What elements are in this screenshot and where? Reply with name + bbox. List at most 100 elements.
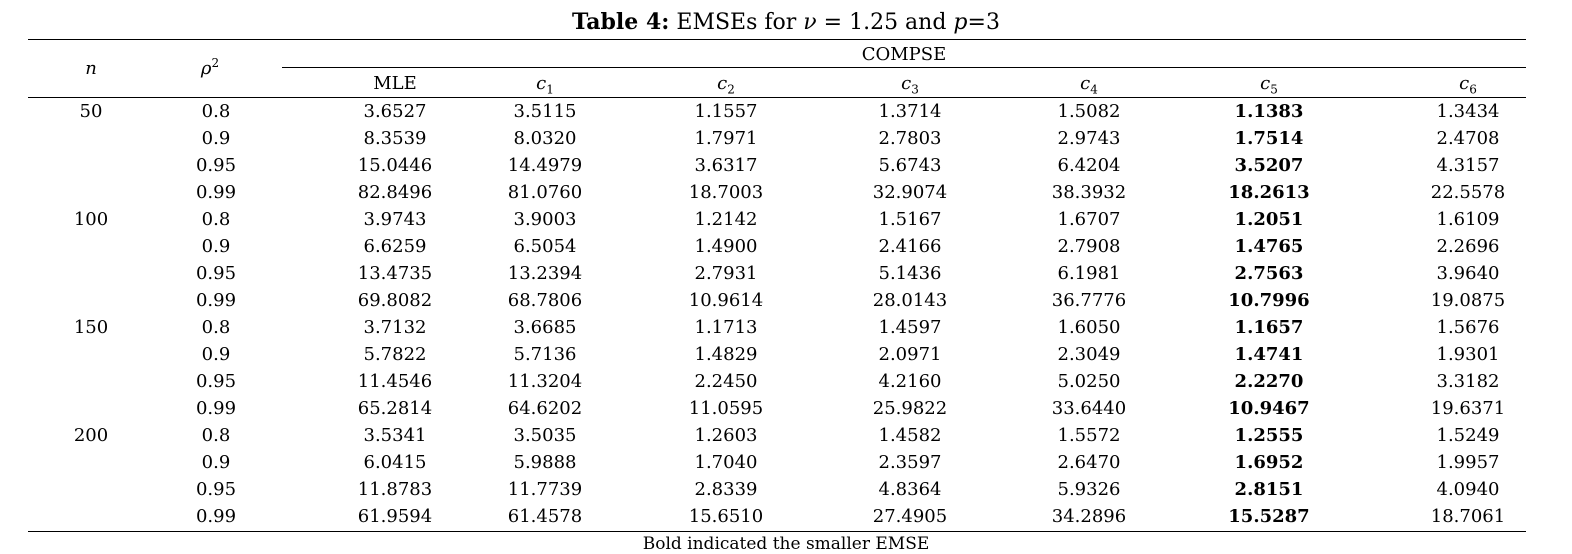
emse-cell: 2.7931 xyxy=(694,263,758,284)
header-c-subscript: 5 xyxy=(1270,82,1278,97)
emse-cell: 11.0595 xyxy=(688,398,764,419)
header-c2: c2 xyxy=(646,73,806,97)
header-mle: MLE xyxy=(373,73,417,94)
emse-cell: 3.7132 xyxy=(363,317,427,338)
emse-cell: 2.3597 xyxy=(878,452,942,473)
emse-cell: 61.4578 xyxy=(507,506,583,527)
emse-cell: 1.3434 xyxy=(1436,101,1500,122)
emse-cell: 19.6371 xyxy=(1430,398,1506,419)
emse-cell: 1.6707 xyxy=(1057,209,1121,230)
row-rho2-cell: 0.95 xyxy=(195,371,237,392)
emse-cell: 6.4204 xyxy=(1057,155,1121,176)
emse-cell: 38.3932 xyxy=(1051,182,1127,203)
row-n-cell xyxy=(41,476,141,503)
emse-cell: 1.5082 xyxy=(1057,101,1121,122)
emse-cell: 4.8364 xyxy=(878,479,942,500)
emse-cell: 3.9640 xyxy=(1436,263,1500,284)
row-n-cell: 100 xyxy=(73,209,109,230)
emse-cell: 27.4905 xyxy=(872,506,948,527)
emse-cell: 15.6510 xyxy=(688,506,764,527)
emse-cell: 1.5572 xyxy=(1057,425,1121,446)
header-c-symbol: c xyxy=(536,73,547,94)
emse-cell: 4.3157 xyxy=(1436,155,1500,176)
emse-cell: 1.2142 xyxy=(694,209,758,230)
emse-cell: 69.8082 xyxy=(357,290,433,311)
emse-cell: 1.2051 xyxy=(1234,209,1304,230)
emse-cell: 15.5287 xyxy=(1228,506,1310,527)
table-caption: Table 4: EMSEs for ν = 1.25 and p=3 xyxy=(0,8,1572,37)
emse-cell: 22.5578 xyxy=(1430,182,1506,203)
emse-cell: 8.0320 xyxy=(513,128,577,149)
header-c-symbol: c xyxy=(1080,73,1091,94)
emse-cell: 2.7563 xyxy=(1234,263,1304,284)
row-rho2-cell: 0.9 xyxy=(201,236,231,257)
row-rho2-cell: 0.95 xyxy=(195,155,237,176)
row-rho2-cell: 0.95 xyxy=(195,479,237,500)
emse-cell: 33.6440 xyxy=(1051,398,1127,419)
row-n-cell: 200 xyxy=(73,425,109,446)
emse-cell: 1.1557 xyxy=(694,101,758,122)
caption-p: p xyxy=(953,10,968,35)
emse-cell: 1.2603 xyxy=(694,425,758,446)
emse-cell: 1.6952 xyxy=(1234,452,1304,473)
header-c-subscript: 4 xyxy=(1090,82,1098,97)
emse-cell: 4.0940 xyxy=(1436,479,1500,500)
row-rho2-cell: 0.8 xyxy=(201,317,231,338)
row-rho2-cell: 0.8 xyxy=(201,209,231,230)
emse-cell: 4.2160 xyxy=(878,371,942,392)
header-n-symbol: n xyxy=(85,58,97,79)
emse-cell: 13.2394 xyxy=(507,263,583,284)
emse-cell: 11.4546 xyxy=(357,371,433,392)
emse-cell: 1.1383 xyxy=(1234,101,1304,122)
row-n-cell xyxy=(41,233,141,260)
header-c-subscript: 2 xyxy=(727,82,735,97)
row-rho2-cell: 0.99 xyxy=(195,398,237,419)
row-rho2-cell: 0.99 xyxy=(195,182,237,203)
emse-cell: 10.9614 xyxy=(688,290,764,311)
emse-cell: 82.8496 xyxy=(357,182,433,203)
caption-text-a: EMSEs for xyxy=(669,10,804,35)
emse-cell: 1.4900 xyxy=(694,236,758,257)
row-n-cell xyxy=(41,503,141,530)
emse-cell: 18.2613 xyxy=(1228,182,1310,203)
emse-cell: 5.9888 xyxy=(513,452,577,473)
caption-text-b: = 1.25 and xyxy=(816,10,954,35)
header-c1: c1 xyxy=(465,73,625,97)
emse-cell: 18.7061 xyxy=(1430,506,1506,527)
row-rho2-cell: 0.99 xyxy=(195,290,237,311)
emse-cell: 3.6317 xyxy=(694,155,758,176)
emse-cell: 64.6202 xyxy=(507,398,583,419)
header-c6: c6 xyxy=(1388,73,1548,97)
emse-cell: 1.1657 xyxy=(1234,317,1304,338)
header-c-symbol: c xyxy=(1260,73,1271,94)
header-c-subscript: 6 xyxy=(1469,82,1477,97)
emse-cell: 3.9003 xyxy=(513,209,577,230)
row-n-cell xyxy=(41,287,141,314)
emse-cell: 36.7776 xyxy=(1051,290,1127,311)
emse-cell: 6.5054 xyxy=(513,236,577,257)
emse-cell: 5.0250 xyxy=(1057,371,1121,392)
emse-cell: 3.3182 xyxy=(1436,371,1500,392)
header-compse: COMPSE xyxy=(861,44,947,65)
row-n-cell: 50 xyxy=(79,101,103,122)
emse-cell: 2.0971 xyxy=(878,344,942,365)
header-c5: c5 xyxy=(1189,73,1349,97)
emse-cell: 1.9957 xyxy=(1436,452,1500,473)
emse-cell: 5.1436 xyxy=(878,263,942,284)
row-n-cell xyxy=(41,179,141,206)
table-top-rule xyxy=(28,39,1526,40)
row-n-cell xyxy=(41,260,141,287)
emse-cell: 3.6685 xyxy=(513,317,577,338)
emse-cell: 1.4582 xyxy=(878,425,942,446)
caption-label: Table 4: xyxy=(572,9,670,35)
row-n-cell xyxy=(41,395,141,422)
emse-cell: 3.5207 xyxy=(1234,155,1304,176)
emse-cell: 6.1981 xyxy=(1057,263,1121,284)
emse-cell: 1.4829 xyxy=(694,344,758,365)
emse-cell: 2.6470 xyxy=(1057,452,1121,473)
emse-cell: 5.9326 xyxy=(1057,479,1121,500)
emse-cell: 2.7908 xyxy=(1057,236,1121,257)
caption-text-c: =3 xyxy=(967,10,1000,35)
emse-cell: 15.0446 xyxy=(357,155,433,176)
emse-cell: 1.1713 xyxy=(694,317,758,338)
